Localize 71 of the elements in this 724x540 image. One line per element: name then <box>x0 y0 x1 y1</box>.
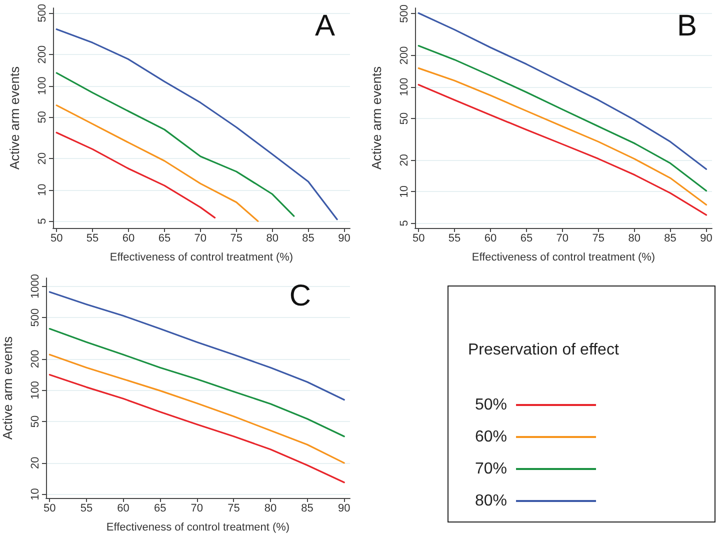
y-tick-label: 10 <box>398 186 410 198</box>
x-tick-label: 55 <box>448 232 461 244</box>
x-axis-title: Effectiveness of control treatment (%) <box>472 252 656 264</box>
y-axis-title: Active arm events <box>0 336 15 440</box>
x-tick-label: 90 <box>338 502 350 514</box>
line-series <box>48 374 345 484</box>
legend-label: 80% <box>474 492 508 510</box>
chart-title: B <box>676 10 698 42</box>
x-tick-label: 80 <box>264 502 277 514</box>
line-series <box>56 72 295 217</box>
y-tick-label: 10 <box>36 184 48 196</box>
line-series <box>48 328 345 438</box>
line-series <box>418 12 708 170</box>
line-series <box>56 104 259 222</box>
line-series <box>48 354 345 464</box>
y-tick-label: 100 <box>30 381 42 400</box>
x-tick-label: 60 <box>122 232 135 244</box>
legend-title: Preservation of effect <box>468 342 620 358</box>
x-tick-label: 85 <box>664 232 676 244</box>
y-tick-label: 200 <box>30 350 42 368</box>
legend-label: 70% <box>474 460 508 478</box>
y-tick-label: 20 <box>398 154 410 166</box>
chart-title: C <box>289 280 312 312</box>
legend-label: 60% <box>474 428 508 446</box>
x-tick-label: 90 <box>338 232 350 244</box>
x-tick-label: 50 <box>50 232 63 244</box>
line-series <box>418 45 708 192</box>
x-tick-label: 80 <box>266 232 278 244</box>
x-tick-label: 65 <box>520 232 533 244</box>
y-tick-label: 5 <box>398 220 410 226</box>
y-tick-label: 100 <box>36 76 48 96</box>
y-tick-label: 20 <box>30 456 42 470</box>
x-tick-label: 50 <box>412 232 425 244</box>
x-tick-label: 55 <box>86 232 99 244</box>
x-tick-label: 90 <box>700 232 712 244</box>
x-tick-label: 70 <box>194 232 207 244</box>
y-tick-label: 50 <box>398 112 410 125</box>
legend-label: 50% <box>474 396 508 414</box>
line-series <box>418 84 708 216</box>
y-tick-label: 500 <box>36 4 48 22</box>
x-tick-label: 60 <box>484 232 497 244</box>
y-tick-label: 50 <box>36 111 48 124</box>
x-tick-label: 55 <box>80 502 93 514</box>
y-tick-label: 200 <box>36 45 48 64</box>
x-tick-label: 65 <box>158 232 171 244</box>
y-tick-label: 50 <box>30 415 42 428</box>
y-tick-label: 5 <box>36 218 48 224</box>
y-tick-label: 200 <box>398 46 410 65</box>
chart-title: A <box>314 10 336 42</box>
x-axis-title: Effectiveness of control treatment (%) <box>110 252 294 264</box>
y-axis-title: Active arm events <box>7 66 22 170</box>
y-tick-label: 1000 <box>30 274 42 298</box>
y-tick-label: 500 <box>398 4 410 23</box>
y-tick-label: 10 <box>30 488 42 500</box>
x-tick-label: 70 <box>556 232 569 244</box>
y-tick-label: 100 <box>398 78 410 96</box>
line-series <box>418 67 708 206</box>
x-axis-title: Effectiveness of control treatment (%) <box>106 522 290 534</box>
x-tick-label: 60 <box>117 502 130 514</box>
x-tick-label: 70 <box>190 502 204 514</box>
x-tick-label: 75 <box>230 232 243 244</box>
y-tick-label: 500 <box>30 308 42 327</box>
y-tick-label: 20 <box>36 152 48 165</box>
x-tick-label: 75 <box>228 502 240 514</box>
x-tick-label: 65 <box>154 502 166 514</box>
line-series <box>56 132 216 219</box>
x-tick-label: 85 <box>302 232 314 244</box>
x-tick-label: 75 <box>592 232 605 244</box>
x-tick-label: 80 <box>628 232 640 244</box>
x-tick-label: 85 <box>301 502 314 514</box>
y-axis-title: Active arm events <box>369 66 384 170</box>
